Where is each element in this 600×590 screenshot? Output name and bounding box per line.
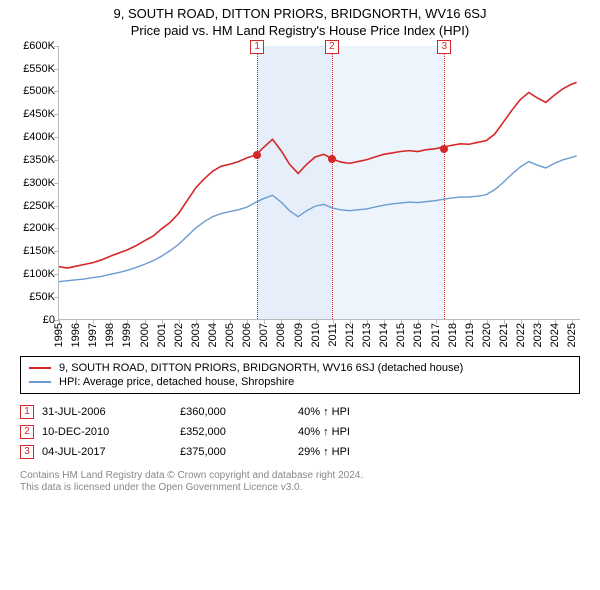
y-axis-label: £100K <box>23 268 55 280</box>
legend: 9, SOUTH ROAD, DITTON PRIORS, BRIDGNORTH… <box>20 356 580 394</box>
marker-box: 2 <box>325 40 339 54</box>
x-axis-label: 2022 <box>515 323 527 347</box>
transaction-date: 31-JUL-2006 <box>42 406 172 418</box>
x-axis-label: 2006 <box>241 323 253 347</box>
x-axis-label: 2017 <box>430 323 442 347</box>
y-axis-label: £500K <box>23 85 55 97</box>
x-axis-label: 2001 <box>156 323 168 347</box>
x-axis-label: 2007 <box>258 323 270 347</box>
y-axis-label: £350K <box>23 154 55 166</box>
footer-line-1: Contains HM Land Registry data © Crown c… <box>20 470 580 483</box>
transaction-dot <box>328 155 336 163</box>
chart-titles: 9, SOUTH ROAD, DITTON PRIORS, BRIDGNORTH… <box>0 0 600 40</box>
transaction-marker: 2 <box>20 425 34 439</box>
legend-swatch <box>29 367 51 369</box>
y-axis-label: £300K <box>23 177 55 189</box>
x-axis-label: 2013 <box>361 323 373 347</box>
transaction-price: £360,000 <box>180 406 290 418</box>
transaction-date: 04-JUL-2017 <box>42 446 172 458</box>
x-axis-label: 2000 <box>139 323 151 347</box>
x-axis-label: 2024 <box>549 323 561 347</box>
transaction-row: 1 31-JUL-2006 £360,000 40% ↑ HPI <box>20 402 580 422</box>
x-axis-label: 2009 <box>293 323 305 347</box>
transaction-row: 2 10-DEC-2010 £352,000 40% ↑ HPI <box>20 422 580 442</box>
transaction-dot <box>253 151 261 159</box>
x-axis-label: 2025 <box>566 323 578 347</box>
chart: £0£50K£100K£150K£200K£250K£300K£350K£400… <box>0 46 600 320</box>
transaction-date: 10-DEC-2010 <box>42 426 172 438</box>
legend-item: 9, SOUTH ROAD, DITTON PRIORS, BRIDGNORTH… <box>29 361 571 375</box>
y-axis-label: £250K <box>23 200 55 212</box>
plot-area: £0£50K£100K£150K£200K£250K£300K£350K£400… <box>58 46 580 320</box>
x-axis-label: 2016 <box>412 323 424 347</box>
x-axis-label: 2018 <box>447 323 459 347</box>
legend-item: HPI: Average price, detached house, Shro… <box>29 375 571 389</box>
transaction-delta: 40% ↑ HPI <box>298 426 350 438</box>
legend-swatch <box>29 381 51 383</box>
x-axis-label: 2021 <box>498 323 510 347</box>
x-axis-label: 2019 <box>464 323 476 347</box>
transaction-marker: 3 <box>20 445 34 459</box>
y-axis-label: £550K <box>23 63 55 75</box>
series-lines <box>59 46 580 319</box>
legend-label: 9, SOUTH ROAD, DITTON PRIORS, BRIDGNORTH… <box>59 362 463 374</box>
x-axis-label: 2020 <box>481 323 493 347</box>
series-hpi <box>59 156 577 282</box>
y-axis-label: £450K <box>23 108 55 120</box>
y-axis-label: £50K <box>29 291 55 303</box>
footer: Contains HM Land Registry data © Crown c… <box>20 470 580 495</box>
x-axis-label: 2005 <box>224 323 236 347</box>
x-axis-label: 2015 <box>395 323 407 347</box>
x-axis-label: 2003 <box>190 323 202 347</box>
footer-line-2: This data is licensed under the Open Gov… <box>20 482 580 495</box>
y-axis-label: £150K <box>23 245 55 257</box>
x-axis-label: 2008 <box>275 323 287 347</box>
transaction-dot <box>440 145 448 153</box>
y-axis-label: £600K <box>23 40 55 52</box>
title-line-1: 9, SOUTH ROAD, DITTON PRIORS, BRIDGNORTH… <box>0 6 600 23</box>
x-axis-label: 2002 <box>173 323 185 347</box>
x-axis-label: 1996 <box>70 323 82 347</box>
legend-label: HPI: Average price, detached house, Shro… <box>59 376 294 388</box>
y-axis-label: £200K <box>23 222 55 234</box>
transaction-marker: 1 <box>20 405 34 419</box>
series-property <box>59 82 577 268</box>
x-axis-label: 1999 <box>121 323 133 347</box>
x-axis-label: 1995 <box>53 323 65 347</box>
transaction-row: 3 04-JUL-2017 £375,000 29% ↑ HPI <box>20 442 580 462</box>
marker-box: 1 <box>250 40 264 54</box>
x-axis-label: 2023 <box>532 323 544 347</box>
x-axis-label: 2004 <box>207 323 219 347</box>
marker-box: 3 <box>437 40 451 54</box>
title-line-2: Price paid vs. HM Land Registry's House … <box>0 23 600 40</box>
x-axis-label: 2010 <box>310 323 322 347</box>
transaction-price: £352,000 <box>180 426 290 438</box>
x-axis-label: 1997 <box>87 323 99 347</box>
x-axis-label: 2011 <box>327 323 339 347</box>
transaction-price: £375,000 <box>180 446 290 458</box>
transactions-table: 1 31-JUL-2006 £360,000 40% ↑ HPI 2 10-DEC-201… <box>20 402 580 462</box>
x-axis-label: 1998 <box>104 323 116 347</box>
transaction-delta: 29% ↑ HPI <box>298 446 350 458</box>
x-axis-label: 2012 <box>344 323 356 347</box>
transaction-delta: 40% ↑ HPI <box>298 406 350 418</box>
x-axis-label: 2014 <box>378 323 390 347</box>
y-axis-label: £400K <box>23 131 55 143</box>
